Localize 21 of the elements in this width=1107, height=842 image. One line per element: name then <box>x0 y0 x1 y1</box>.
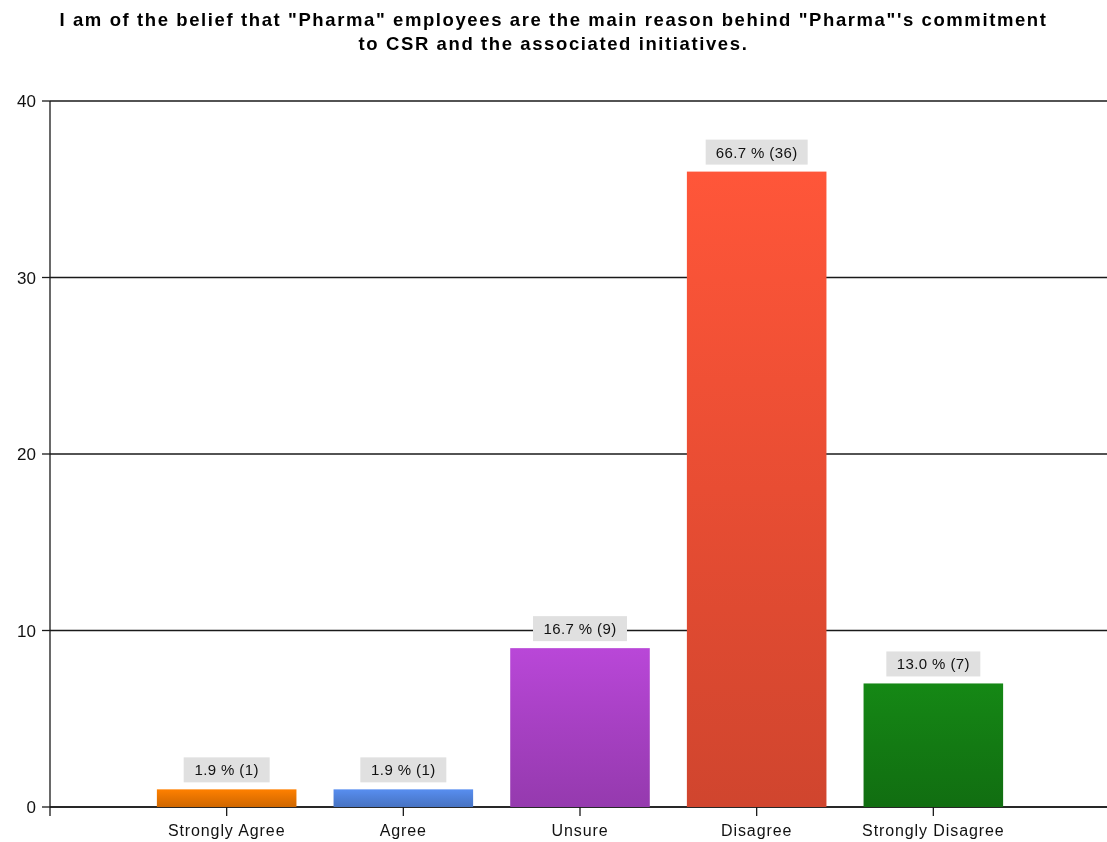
data-label: 66.7 % (36) <box>715 143 798 161</box>
bar <box>156 789 297 807</box>
x-tick-label: Unsure <box>551 822 609 839</box>
x-tick-label: Agree <box>379 822 427 839</box>
bar <box>510 648 650 807</box>
y-tick-label: 20 <box>17 445 36 464</box>
x-tick-label: Disagree <box>721 822 793 839</box>
x-tick-label: Strongly Agree <box>167 822 286 839</box>
data-label: 16.7 % (9) <box>543 620 617 638</box>
x-tick-label: Strongly Disagree <box>862 822 1005 839</box>
data-label: 13.0 % (7) <box>896 655 970 673</box>
y-tick-label: 10 <box>17 621 36 641</box>
y-tick-label: 0 <box>26 798 36 817</box>
data-label: 1.9 % (1) <box>194 761 259 779</box>
bar <box>863 683 1004 807</box>
y-tick-label: 40 <box>17 92 36 111</box>
chart-title: I am of the belief that "Pharma" employees are the main reason behind "Pharma"'s commitment to CSR and the associated initiatives. <box>59 9 1048 54</box>
y-tick-label: 30 <box>17 268 36 288</box>
bar <box>333 789 474 807</box>
bar <box>686 171 827 807</box>
data-label: 1.9 % (1) <box>371 761 436 779</box>
